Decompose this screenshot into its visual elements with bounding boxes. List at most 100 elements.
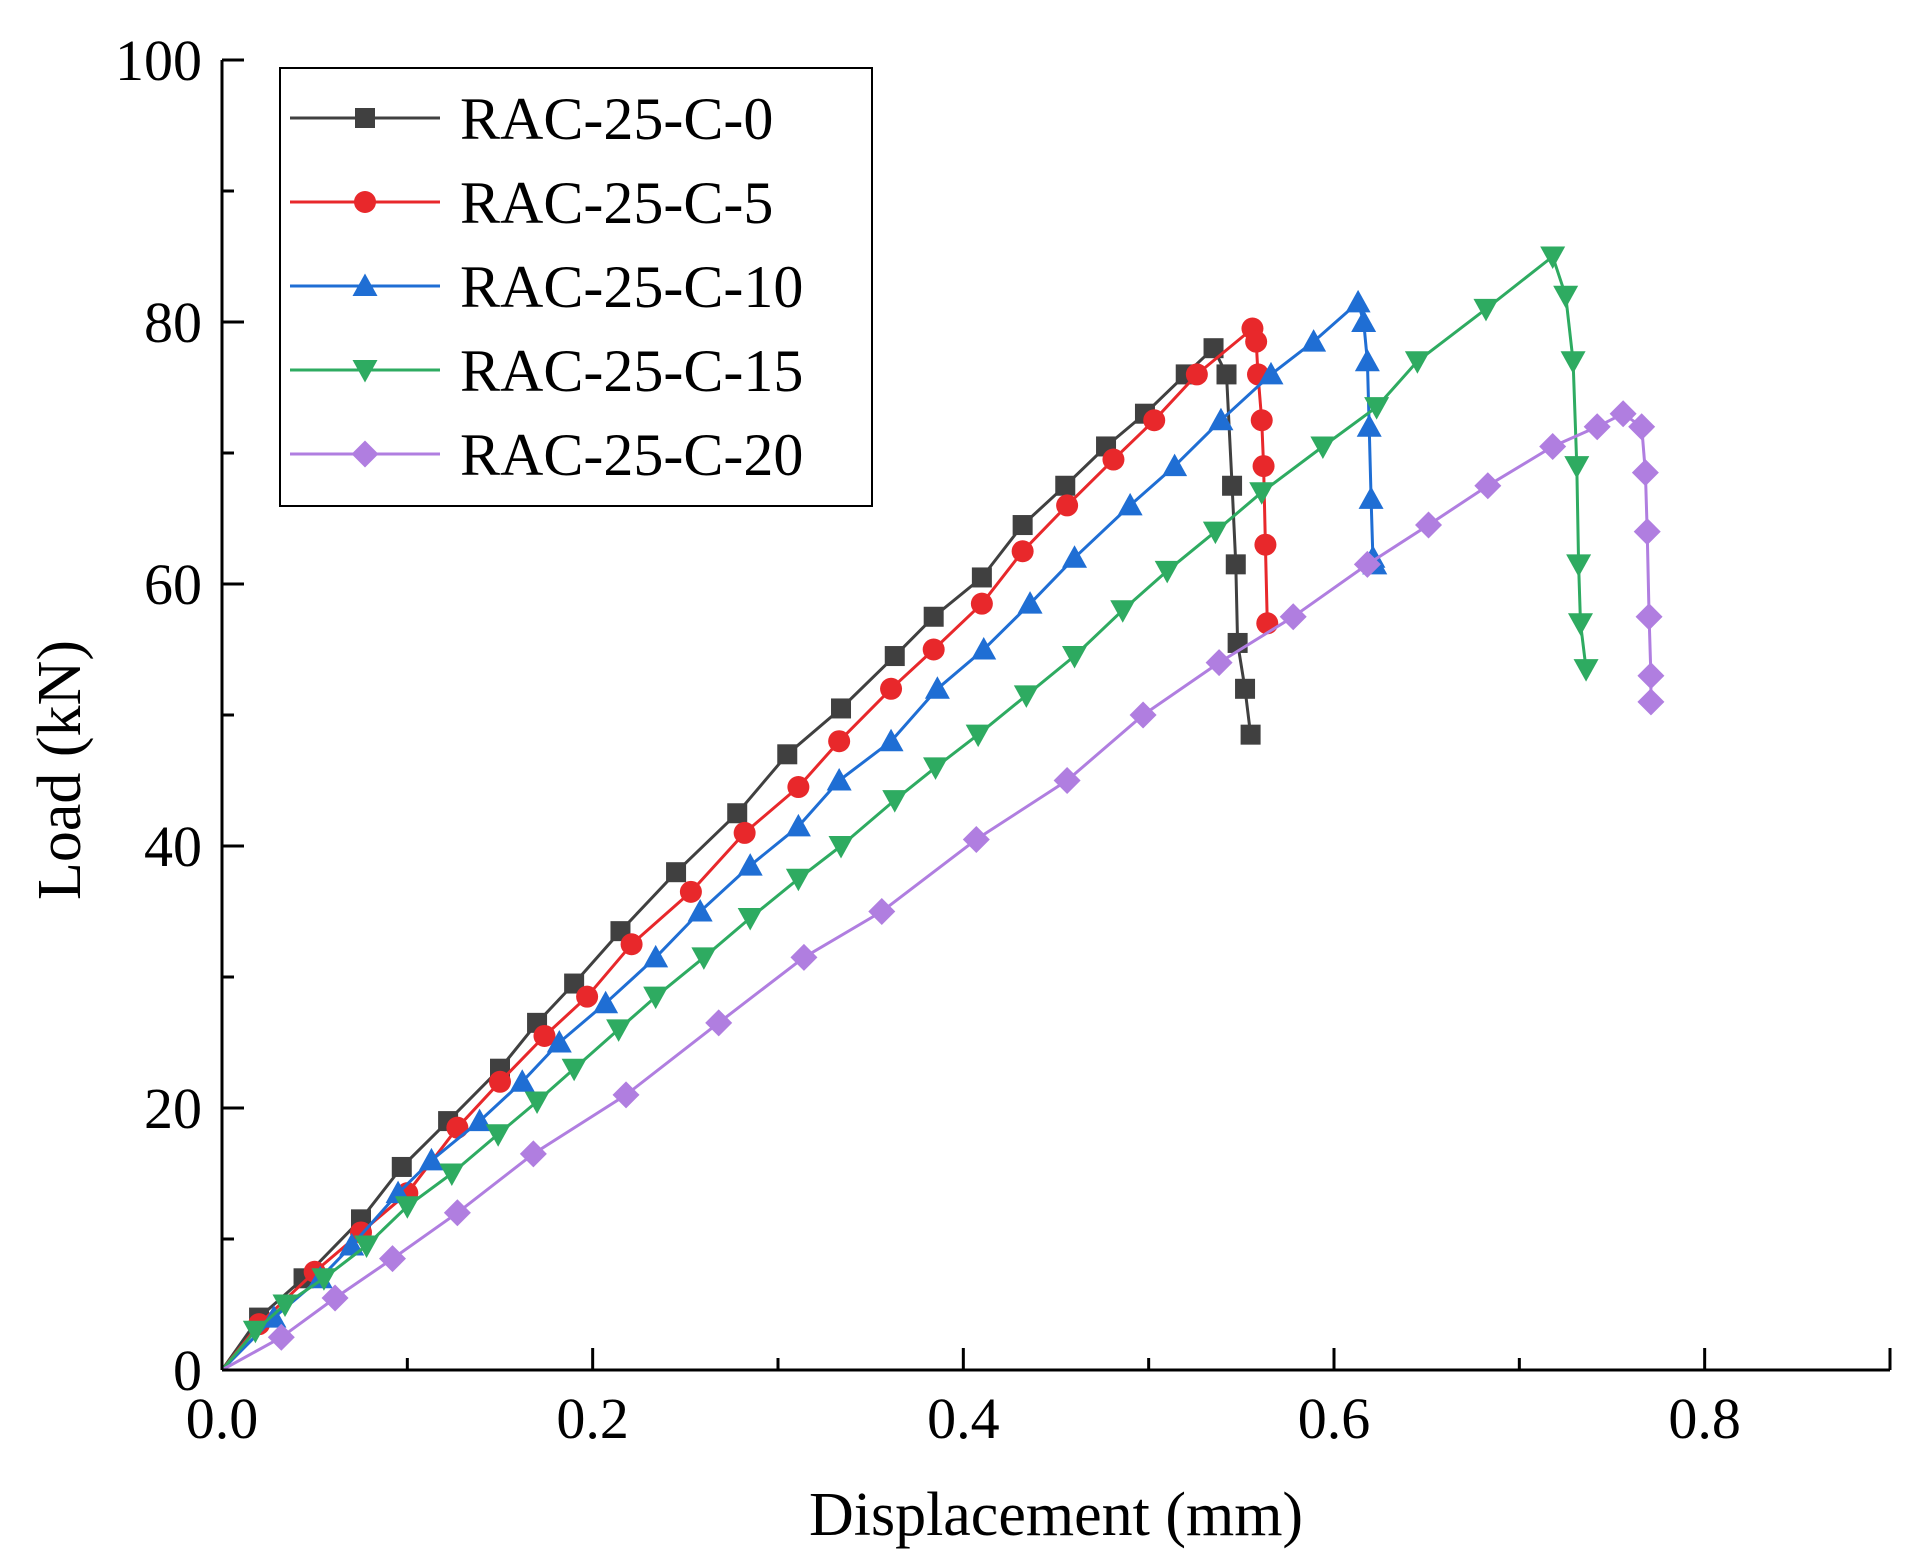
data-point xyxy=(1235,678,1256,699)
data-point xyxy=(1185,363,1208,386)
data-point xyxy=(339,1233,365,1256)
data-point xyxy=(971,567,992,588)
data-point xyxy=(691,947,717,970)
data-point xyxy=(1011,540,1034,563)
data-point xyxy=(467,1108,493,1132)
x-tick-label: 0.8 xyxy=(1668,1386,1741,1451)
legend-label: RAC-25-C-10 xyxy=(460,254,803,320)
data-point xyxy=(1225,554,1246,575)
data-point xyxy=(272,1294,298,1317)
data-point xyxy=(242,1320,268,1344)
data-point xyxy=(1154,560,1180,584)
data-point xyxy=(828,730,851,753)
x-tick-label: 0.4 xyxy=(927,1386,1000,1451)
data-point xyxy=(785,868,811,892)
series-RAC-25-C-15 xyxy=(220,246,1599,1371)
legend-marker xyxy=(354,191,376,213)
data-point xyxy=(923,606,944,627)
legend-label: RAC-25-C-20 xyxy=(460,422,803,488)
data-point xyxy=(785,813,811,837)
legend: RAC-25-C-0 RAC-25-C-5 RAC-25-C-10 RAC-25-C-… xyxy=(279,67,873,507)
data-point xyxy=(1566,554,1592,577)
data-point xyxy=(1062,545,1088,568)
x-axis-title: Displacement (mm) xyxy=(809,1481,1303,1549)
data-point xyxy=(1056,494,1079,517)
data-point xyxy=(443,1199,471,1227)
data-point xyxy=(924,676,950,699)
data-point xyxy=(1564,456,1590,479)
data-point xyxy=(593,990,619,1014)
data-point xyxy=(1609,400,1637,428)
data-point xyxy=(1222,475,1243,496)
y-tick-label: 60 xyxy=(144,552,202,617)
legend-item: RAC-25-C-15 xyxy=(290,338,803,404)
data-point xyxy=(1637,662,1665,690)
data-point xyxy=(1301,329,1327,352)
data-point xyxy=(1162,453,1188,477)
legend-item: RAC-25-C-5 xyxy=(290,170,773,236)
data-point xyxy=(1345,289,1371,313)
data-point xyxy=(922,638,945,661)
data-point xyxy=(446,1116,469,1139)
data-point xyxy=(737,908,763,931)
data-point xyxy=(354,1235,380,1259)
legend-label: RAC-25-C-5 xyxy=(460,170,773,236)
y-tick-label: 20 xyxy=(144,1076,202,1141)
data-point xyxy=(1635,603,1663,631)
data-point xyxy=(1358,486,1384,509)
data-point xyxy=(1633,518,1661,546)
data-point xyxy=(1637,688,1665,716)
axes: 0.0 0.2 0.4 0.6 0.8 0 20 40 60 80 100 xyxy=(115,28,1892,1451)
legend-marker xyxy=(355,108,375,128)
data-point xyxy=(733,821,756,844)
data-point xyxy=(391,1156,412,1177)
data-point xyxy=(737,853,763,876)
legend-marker xyxy=(352,360,378,383)
data-point xyxy=(687,899,713,922)
data-point xyxy=(727,803,748,824)
data-point xyxy=(1053,767,1081,794)
data-point xyxy=(1354,348,1380,372)
data-point xyxy=(561,1058,587,1082)
y-tick-label: 80 xyxy=(144,290,202,355)
data-point xyxy=(1404,351,1430,374)
data-point xyxy=(379,1245,407,1273)
data-point xyxy=(923,757,949,780)
data-point xyxy=(643,986,669,1010)
data-point xyxy=(485,1124,511,1147)
data-point xyxy=(1208,407,1234,431)
data-point xyxy=(790,943,818,971)
data-point xyxy=(1628,413,1656,441)
data-point xyxy=(1473,298,1499,322)
data-point xyxy=(524,1091,550,1114)
data-point xyxy=(1351,309,1377,332)
data-point xyxy=(1062,646,1088,669)
data-point xyxy=(1117,492,1143,516)
data-point xyxy=(1553,285,1579,309)
data-point xyxy=(1540,246,1566,269)
data-point xyxy=(1353,550,1381,578)
data-point xyxy=(1240,724,1261,745)
legend-item: RAC-25-C-0 xyxy=(290,86,773,152)
data-point xyxy=(267,1323,295,1351)
legend-label: RAC-25-C-15 xyxy=(460,338,803,404)
data-point xyxy=(777,744,798,765)
legend-item: RAC-25-C-20 xyxy=(290,422,803,488)
data-point xyxy=(489,1070,511,1093)
data-point xyxy=(1279,603,1307,631)
series-RAC-25-C-20 xyxy=(221,400,1665,1372)
data-point xyxy=(1245,330,1268,353)
data-point xyxy=(1254,533,1277,556)
plot-area xyxy=(220,246,1665,1372)
data-point xyxy=(878,728,904,752)
data-point xyxy=(1250,409,1273,432)
data-point xyxy=(533,1024,556,1047)
data-point xyxy=(880,677,903,700)
data-point xyxy=(519,1140,547,1168)
legend-marker xyxy=(351,440,379,468)
y-tick-label: 100 xyxy=(115,28,202,93)
data-point xyxy=(679,880,702,903)
data-point xyxy=(1013,685,1039,708)
data-point xyxy=(868,898,896,925)
